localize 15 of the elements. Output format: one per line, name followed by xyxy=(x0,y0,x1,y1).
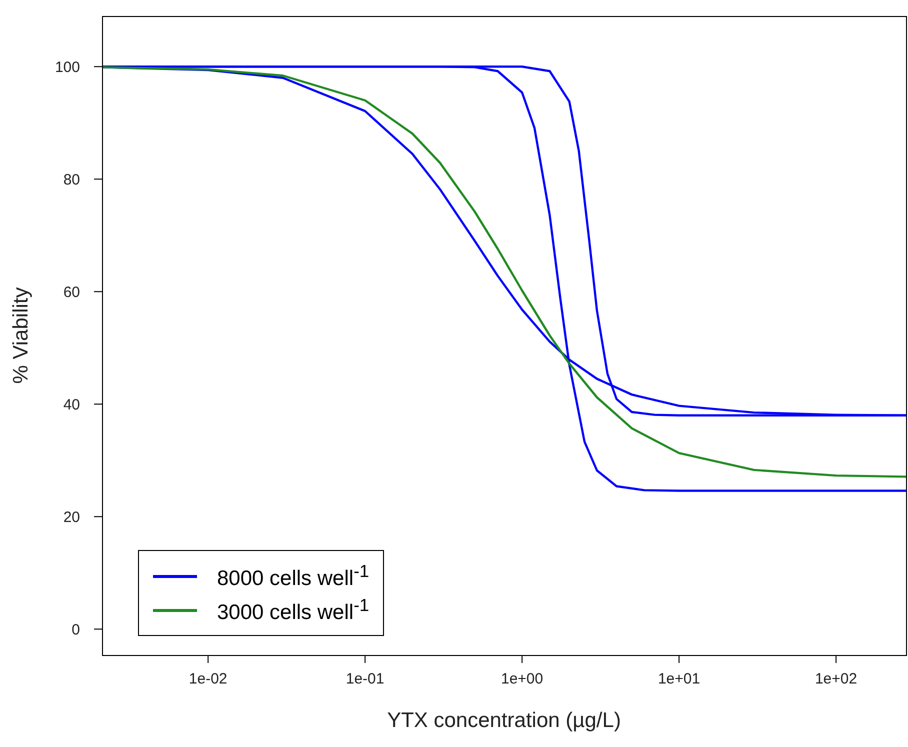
x-tick-label: 1e+02 xyxy=(814,670,858,688)
x-tick-label: 1e+01 xyxy=(658,670,700,688)
legend-label: 8000 cells well$^{-1}$ xyxy=(217,561,370,591)
y-axis-title: % Viability xyxy=(9,286,32,384)
y-tick-label: 80 xyxy=(63,171,80,188)
y-tick-label: 20 xyxy=(63,508,80,526)
x-tick-label: 1e-01 xyxy=(346,670,384,688)
x-tick-label: 1e-02 xyxy=(188,670,228,688)
y-tick-label: 60 xyxy=(63,284,80,301)
y-tick-label: 0 xyxy=(72,621,80,638)
y-tick-label: 40 xyxy=(63,396,80,414)
legend-label: 3000 cells well$^{-1}$ xyxy=(217,595,370,625)
y-tick-label: 100 xyxy=(54,58,80,76)
x-tick-label: 1e+00 xyxy=(500,670,544,688)
x-axis-title: YTX concentration (µg/L) xyxy=(387,709,621,732)
